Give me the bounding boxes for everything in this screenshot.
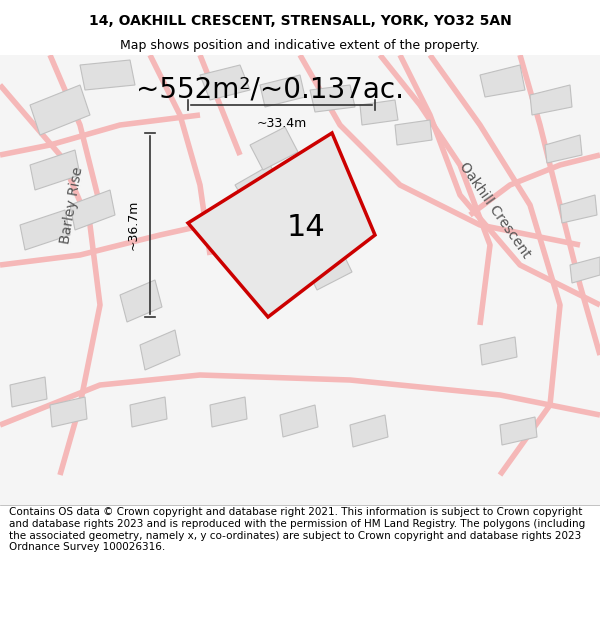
Polygon shape <box>570 257 600 283</box>
Text: Oakhill Crescent: Oakhill Crescent <box>457 159 533 261</box>
Polygon shape <box>395 120 432 145</box>
Polygon shape <box>130 397 167 427</box>
Polygon shape <box>210 397 247 427</box>
Polygon shape <box>250 127 298 170</box>
Text: Contains OS data © Crown copyright and database right 2021. This information is : Contains OS data © Crown copyright and d… <box>9 508 585 552</box>
Polygon shape <box>545 135 582 163</box>
Polygon shape <box>280 405 318 437</box>
Text: ~552m²/~0.137ac.: ~552m²/~0.137ac. <box>136 75 404 103</box>
Polygon shape <box>30 150 80 190</box>
Polygon shape <box>305 247 352 290</box>
Text: 14, OAKHILL CRESCENT, STRENSALL, YORK, YO32 5AN: 14, OAKHILL CRESCENT, STRENSALL, YORK, Y… <box>89 14 511 28</box>
Text: 14: 14 <box>286 213 325 241</box>
Polygon shape <box>235 165 285 210</box>
Polygon shape <box>188 133 375 317</box>
Polygon shape <box>480 65 525 97</box>
Polygon shape <box>80 60 135 90</box>
Polygon shape <box>20 210 70 250</box>
Polygon shape <box>560 195 597 223</box>
Polygon shape <box>350 415 388 447</box>
Polygon shape <box>70 190 115 230</box>
Polygon shape <box>360 100 398 125</box>
Polygon shape <box>500 417 537 445</box>
Polygon shape <box>50 397 87 427</box>
Polygon shape <box>270 215 318 260</box>
Text: Barley Rise: Barley Rise <box>58 166 86 244</box>
Polygon shape <box>10 377 47 407</box>
Text: Map shows position and indicative extent of the property.: Map shows position and indicative extent… <box>120 39 480 51</box>
Polygon shape <box>140 330 180 370</box>
Polygon shape <box>120 280 162 322</box>
Text: ~33.4m: ~33.4m <box>256 117 307 130</box>
Polygon shape <box>480 337 517 365</box>
Polygon shape <box>310 85 355 112</box>
Polygon shape <box>260 75 305 107</box>
Text: ~36.7m: ~36.7m <box>127 200 140 250</box>
Polygon shape <box>200 65 250 100</box>
Polygon shape <box>530 85 572 115</box>
Polygon shape <box>30 85 90 135</box>
